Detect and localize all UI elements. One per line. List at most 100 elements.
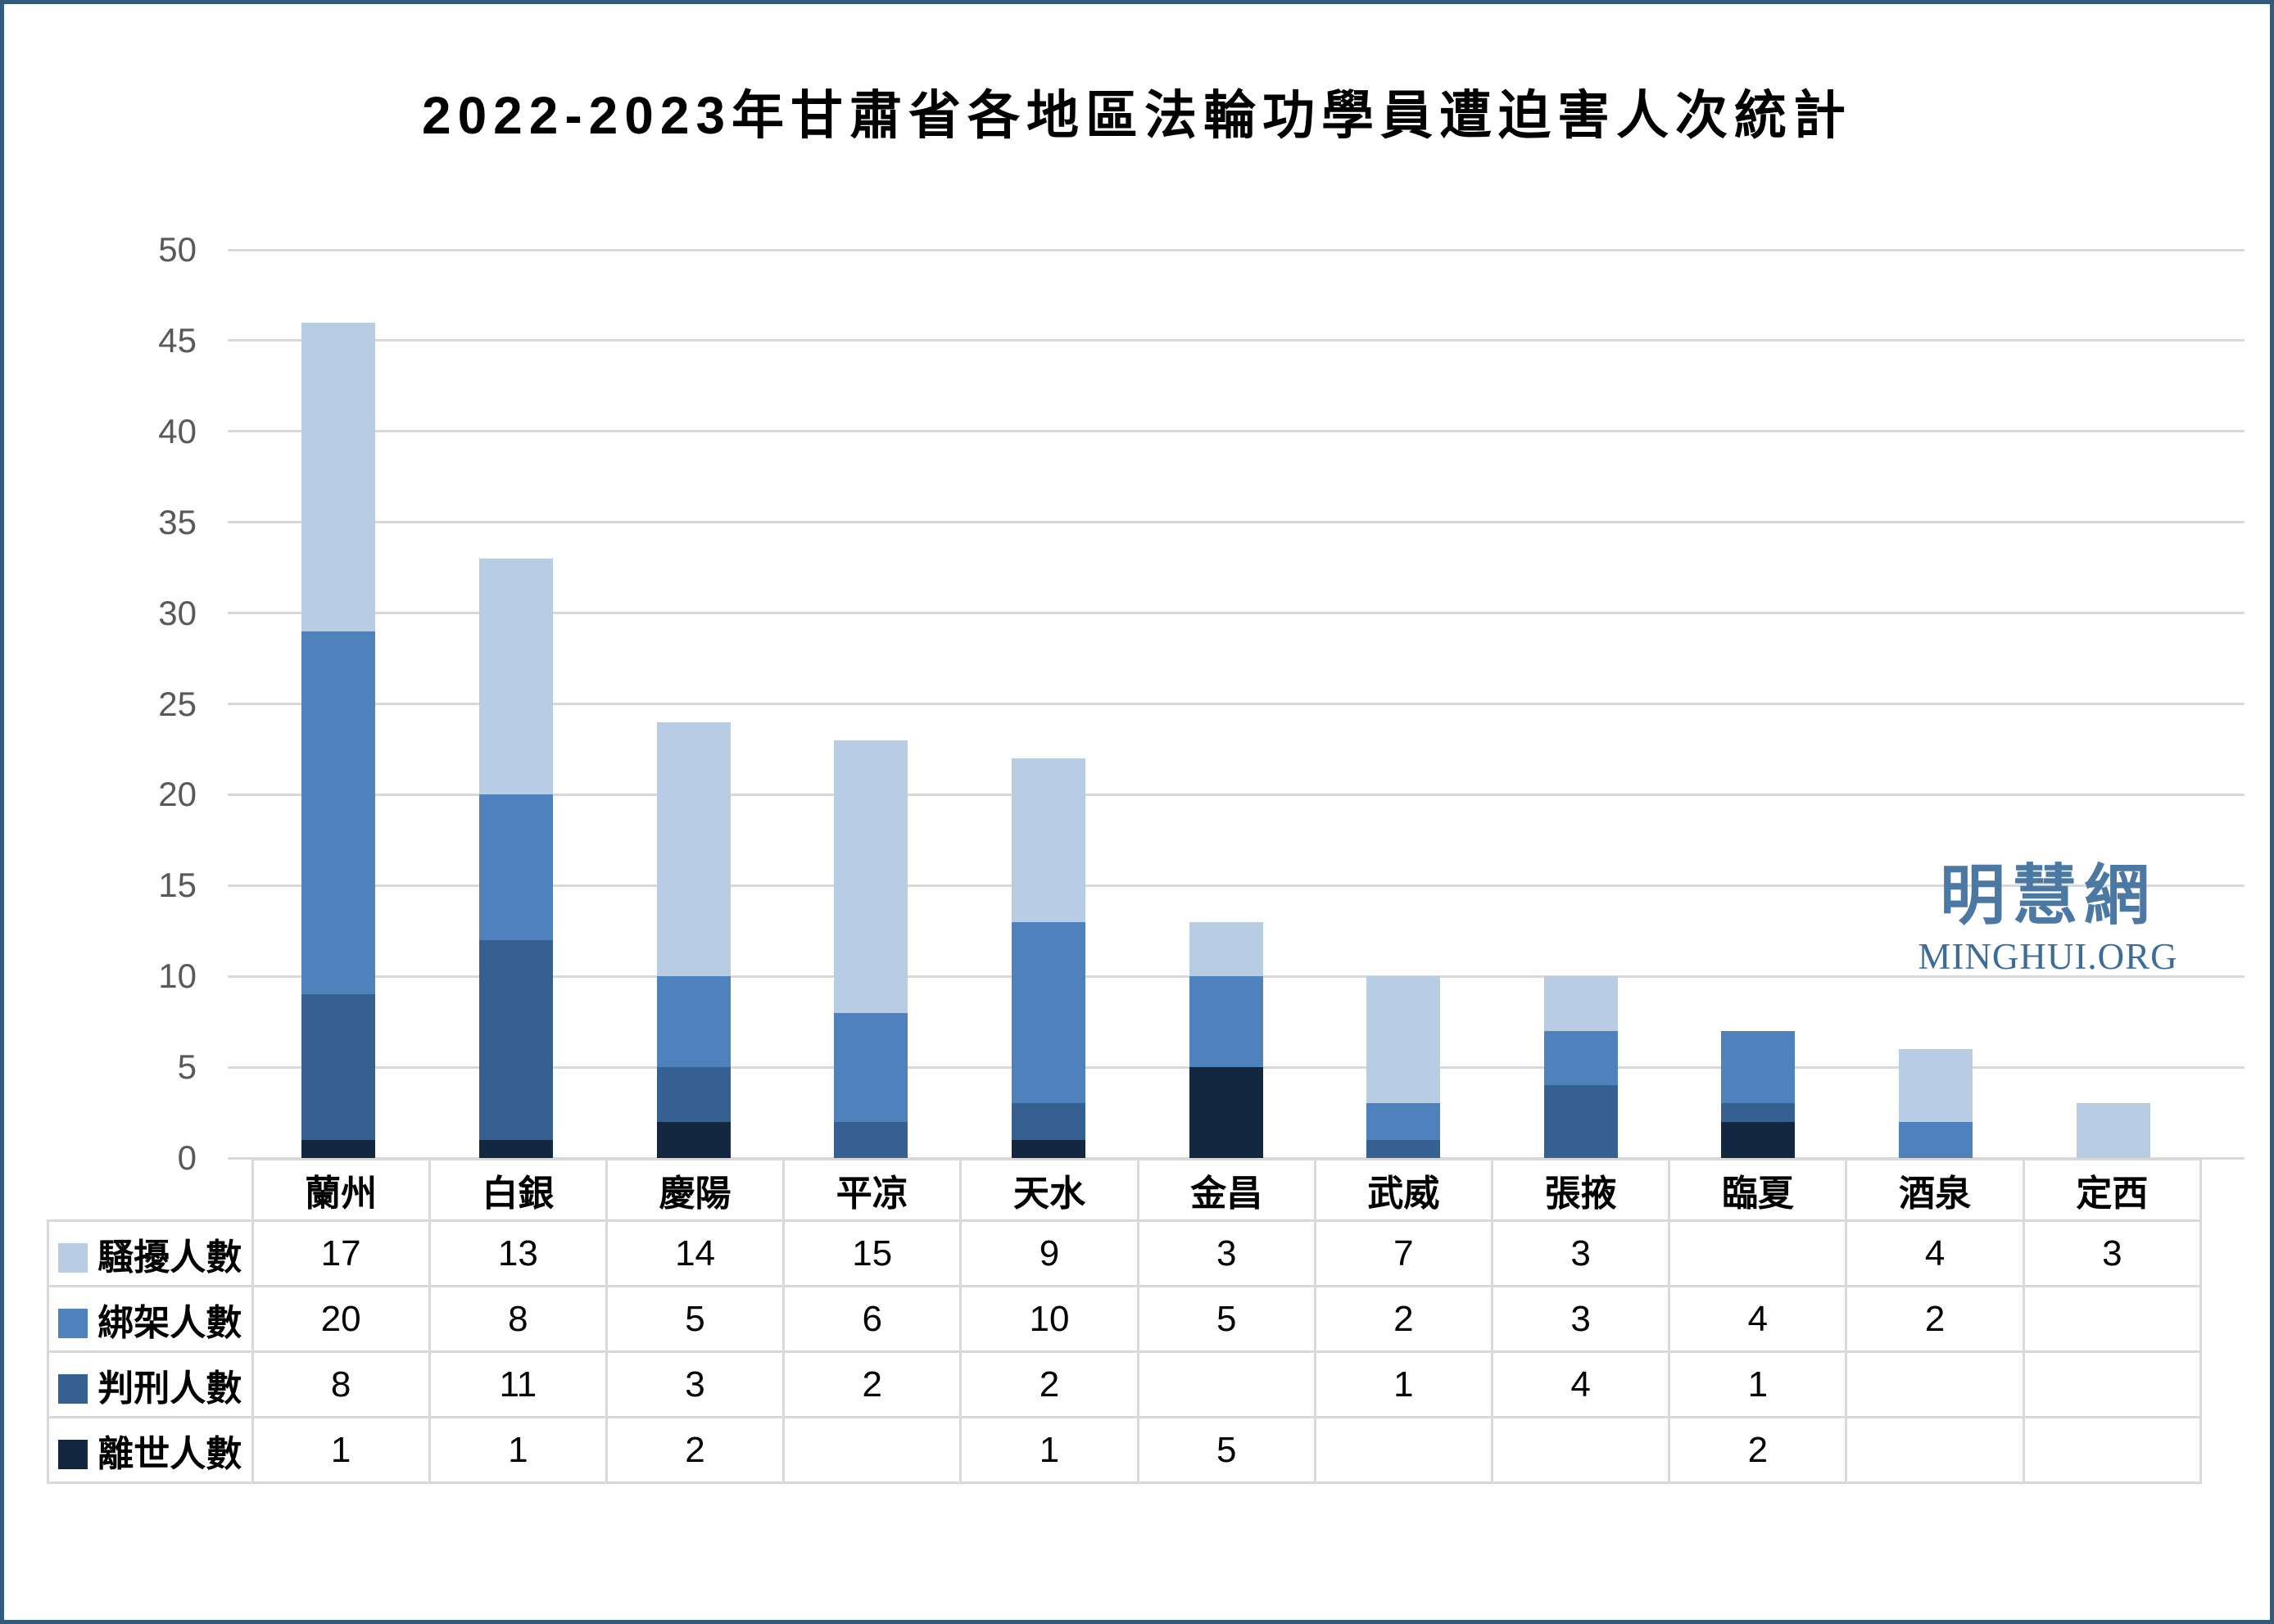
- bar-segment-白銀-離世人數: [478, 1139, 553, 1158]
- gridline-20: [228, 793, 2245, 796]
- bar-segment-天水-判刑人數: [1011, 1103, 1085, 1140]
- table-value-酒泉-離世人數: [1845, 1416, 2025, 1484]
- table-value-酒泉-判刑人數: [1845, 1350, 2025, 1418]
- table-value-金昌-判刑人數: [1136, 1350, 1316, 1418]
- bar-segment-臨夏-判刑人數: [1721, 1103, 1796, 1122]
- table-header-蘭州: 蘭州: [251, 1158, 431, 1222]
- gridline-30: [228, 612, 2245, 615]
- bar-segment-慶陽-離世人數: [656, 1121, 731, 1158]
- table-value-定西-騷擾人數: 3: [2022, 1219, 2203, 1287]
- table-header-臨夏: 臨夏: [1668, 1158, 1848, 1222]
- table-header-金昌: 金昌: [1136, 1158, 1316, 1222]
- table-value-臨夏-離世人數: 2: [1668, 1416, 1848, 1484]
- bar-segment-張掖-騷擾人數: [1543, 976, 1618, 1031]
- data-table: 蘭州 白銀 慶陽 平凉 天水 金昌 武威 張掖 臨夏 酒泉 定西 騷擾人數 17 13 14 15 9 3 7 3 4 3…: [47, 1158, 2203, 1484]
- legend-label-判刑人數: 判刑人數: [47, 1350, 254, 1418]
- table-header-平凉: 平凉: [782, 1158, 963, 1222]
- table-value-金昌-離世人數: 5: [1136, 1416, 1316, 1484]
- table-value-天水-綁架人數: 10: [959, 1285, 1139, 1353]
- minghui-watermark: 明慧網 MINGHUI.ORG: [1909, 863, 2187, 975]
- table-value-臨夏-騷擾人數: [1668, 1219, 1848, 1287]
- bar-segment-天水-騷擾人數: [1011, 758, 1085, 922]
- table-header-酒泉: 酒泉: [1845, 1158, 2025, 1222]
- table-value-蘭州-騷擾人數: 17: [251, 1219, 431, 1287]
- table-value-張掖-騷擾人數: 3: [1491, 1219, 1671, 1287]
- table-row-綁架人數: 綁架人數 20 8 5 6 10 5 2 3 4 2: [47, 1285, 2203, 1353]
- bar-segment-酒泉-騷擾人數: [1899, 1048, 1973, 1122]
- table-row-騷擾人數: 騷擾人數 17 13 14 15 9 3 7 3 4 3: [47, 1219, 2203, 1287]
- table-value-蘭州-離世人數: 1: [251, 1416, 431, 1484]
- table-value-臨夏-判刑人數: 1: [1668, 1350, 1848, 1418]
- table-header-定西: 定西: [2022, 1158, 2203, 1222]
- table-value-蘭州-綁架人數: 20: [251, 1285, 431, 1353]
- table-value-武威-騷擾人數: 7: [1313, 1219, 1494, 1287]
- table-header-武威: 武威: [1313, 1158, 1494, 1222]
- bar-segment-金昌-騷擾人數: [1189, 921, 1263, 977]
- legend-label-離世人數: 離世人數: [47, 1416, 254, 1484]
- legend-text: 離世人數: [97, 1433, 242, 1474]
- bar-segment-武威-判刑人數: [1366, 1139, 1441, 1158]
- y-axis-tick-label: 25: [158, 684, 197, 723]
- gridline-15: [228, 884, 2245, 887]
- table-corner-cell: [48, 1159, 254, 1222]
- table-value-金昌-騷擾人數: 3: [1136, 1219, 1316, 1287]
- y-axis-tick-label: 15: [158, 866, 197, 905]
- bar-segment-平凉-騷擾人數: [834, 740, 908, 1013]
- bar-segment-蘭州-騷擾人數: [301, 322, 376, 631]
- table-value-張掖-判刑人數: 4: [1491, 1350, 1671, 1418]
- legend-text: 騷擾人數: [97, 1237, 242, 1278]
- bar-segment-武威-騷擾人數: [1366, 976, 1441, 1104]
- bar-segment-定西-騷擾人數: [2076, 1103, 2150, 1158]
- table-value-平凉-騷擾人數: 15: [782, 1219, 963, 1287]
- table-value-天水-騷擾人數: 9: [959, 1219, 1139, 1287]
- table-value-平凉-判刑人數: 2: [782, 1350, 963, 1418]
- table-value-白銀-騷擾人數: 13: [428, 1219, 608, 1287]
- table-row-判刑人數: 判刑人數 8 11 3 2 2 1 4 1: [47, 1350, 2203, 1418]
- bar-segment-臨夏-綁架人數: [1721, 1030, 1796, 1104]
- minghui-logo-latin: MINGHUI.ORG: [1918, 936, 2178, 977]
- table-header-天水: 天水: [959, 1158, 1139, 1222]
- gridline-45: [228, 339, 2245, 342]
- gridline-35: [228, 521, 2245, 524]
- legend-swatch-綁架人數: [58, 1308, 88, 1338]
- gridline-40: [228, 430, 2245, 433]
- legend-swatch-判刑人數: [58, 1373, 88, 1404]
- bar-segment-白銀-綁架人數: [478, 794, 553, 940]
- bar-segment-蘭州-綁架人數: [301, 631, 376, 995]
- bar-segment-天水-綁架人數: [1011, 921, 1085, 1104]
- y-axis-tick-label: 10: [158, 957, 197, 996]
- table-header-張掖: 張掖: [1491, 1158, 1671, 1222]
- table-value-白銀-離世人數: 1: [428, 1416, 608, 1484]
- table-value-白銀-判刑人數: 11: [428, 1350, 608, 1418]
- table-row-離世人數: 離世人數 1 1 2 1 5 2: [47, 1416, 2203, 1484]
- table-header-慶陽: 慶陽: [605, 1158, 786, 1222]
- table-value-慶陽-綁架人數: 5: [605, 1285, 786, 1353]
- bar-segment-慶陽-綁架人數: [656, 976, 731, 1068]
- bar-segment-天水-離世人數: [1011, 1139, 1085, 1158]
- minghui-logo-cjk: 明慧網: [1940, 859, 2156, 932]
- bar-segment-慶陽-判刑人數: [656, 1067, 731, 1122]
- bar-segment-張掖-綁架人數: [1543, 1030, 1618, 1086]
- bar-segment-酒泉-綁架人數: [1899, 1121, 1973, 1158]
- table-value-平凉-離世人數: [782, 1416, 963, 1484]
- table-value-定西-離世人數: [2022, 1416, 2203, 1484]
- legend-swatch-離世人數: [58, 1439, 88, 1469]
- bar-segment-平凉-判刑人數: [834, 1121, 908, 1158]
- gridline-50: [228, 248, 2245, 251]
- bar-segment-白銀-判刑人數: [478, 939, 553, 1140]
- legend-text: 判刑人數: [97, 1368, 242, 1409]
- table-value-定西-判刑人數: [2022, 1350, 2203, 1418]
- gridline-25: [228, 703, 2245, 705]
- table-value-平凉-綁架人數: 6: [782, 1285, 963, 1353]
- legend-swatch-騷擾人數: [58, 1242, 88, 1273]
- table-value-慶陽-判刑人數: 3: [605, 1350, 786, 1418]
- bar-segment-白銀-騷擾人數: [478, 559, 553, 795]
- table-value-張掖-離世人數: [1491, 1416, 1671, 1484]
- y-axis-tick-label: 40: [158, 411, 197, 450]
- table-value-慶陽-離世人數: 2: [605, 1416, 786, 1484]
- table-value-武威-綁架人數: 2: [1313, 1285, 1494, 1353]
- bar-segment-平凉-綁架人數: [834, 1012, 908, 1122]
- table-value-武威-離世人數: [1313, 1416, 1494, 1484]
- legend-label-騷擾人數: 騷擾人數: [47, 1219, 254, 1287]
